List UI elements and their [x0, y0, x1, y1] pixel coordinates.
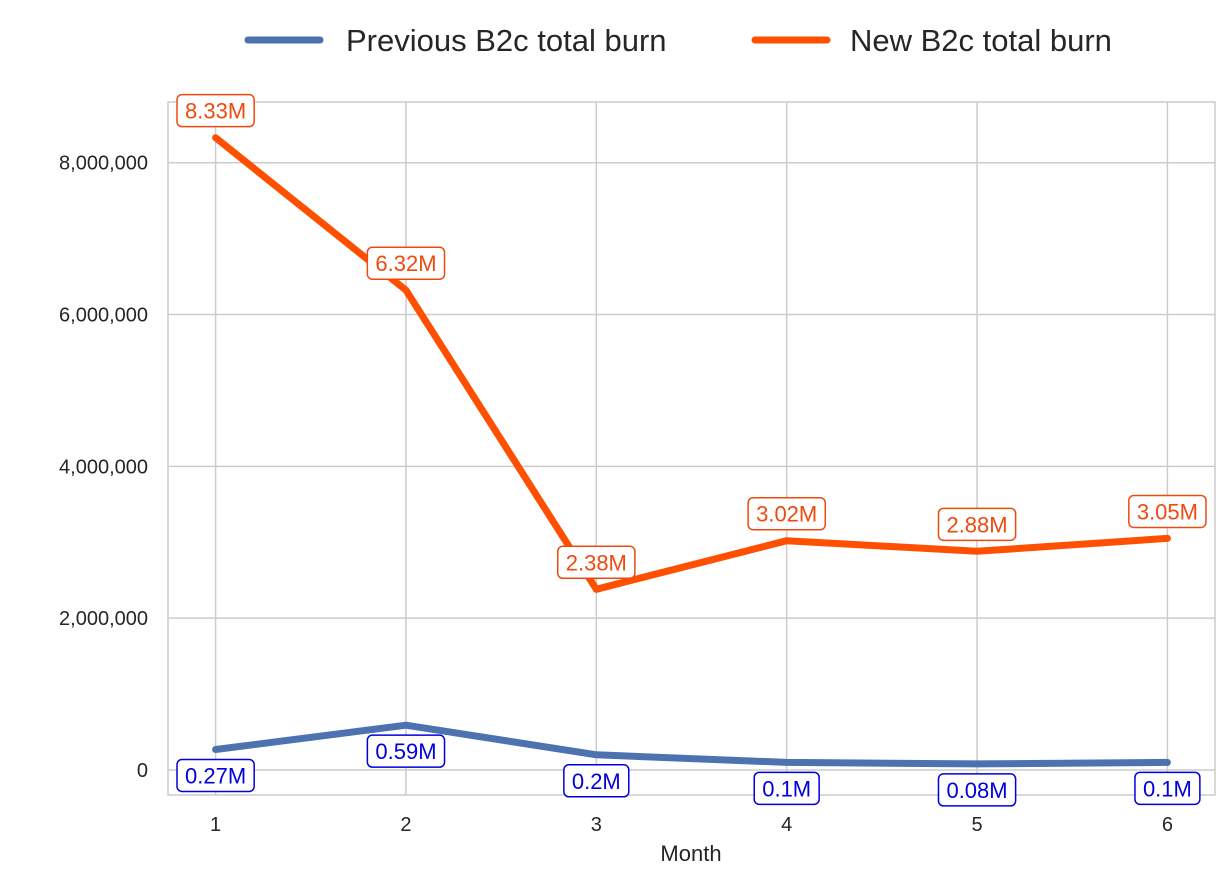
data-label-text: 3.05M: [1137, 499, 1198, 524]
data-label: 8.33M: [176, 93, 255, 128]
data-label-text: 3.02M: [756, 502, 817, 527]
data-label-box: [753, 771, 820, 806]
data-label: 2.88M: [937, 507, 1017, 542]
data-label-box: [747, 496, 827, 531]
y-tick-label: 6,000,000: [59, 305, 148, 327]
data-label-box: [937, 773, 1017, 807]
data-label-box: [366, 246, 446, 280]
x-tick-label: 3: [591, 814, 602, 836]
data-label-text: 0.1M: [762, 776, 811, 801]
data-label: 0.1M: [753, 771, 820, 806]
data-label-box: [176, 758, 255, 793]
x-tick-label: 6: [1162, 814, 1173, 836]
data-label-box: [366, 734, 446, 768]
data-label-box: [563, 764, 630, 798]
x-axis-label: Month: [660, 841, 721, 866]
y-tick-label: 0: [137, 760, 148, 782]
legend-item-2: New B2c total burn: [751, 23, 1112, 58]
data-label-text: 0.59M: [375, 739, 436, 764]
data-label-text: 0.2M: [572, 769, 621, 794]
data-label-box: [556, 545, 636, 580]
y-tick-label: 8,000,000: [59, 153, 148, 175]
data-label: 0.59M: [366, 734, 446, 768]
legend-item-1: Previous B2c total burn: [244, 23, 667, 58]
data-label: 3.02M: [747, 496, 827, 531]
legend-label: Previous B2c total burn: [346, 23, 667, 58]
data-label-text: 2.38M: [566, 550, 627, 575]
data-label-text: 0.1M: [1143, 776, 1192, 801]
data-labels: 0.27M 0.59M 0.2M 0.1M 0.08M 0.1M 8.33M 6.32M 2.3…: [176, 93, 1207, 807]
data-label-text: 0.08M: [946, 778, 1007, 803]
x-axis: 1 2 3 4 5 6: [210, 814, 1173, 836]
data-label: 0.2M: [563, 764, 630, 798]
data-label-box: [1134, 771, 1201, 806]
series-line-1: [212, 721, 1171, 768]
y-tick-label: 2,000,000: [59, 608, 148, 630]
data-label: 0.08M: [937, 773, 1017, 807]
data-label-box: [1128, 494, 1207, 529]
data-label-box: [176, 93, 255, 128]
x-tick-label: 2: [400, 814, 411, 836]
data-label: 0.1M: [1134, 771, 1201, 806]
y-tick-label: 4,000,000: [59, 456, 148, 478]
y-axis: 0 2,000,000 4,000,000 6,000,000 8,000,000: [59, 153, 148, 782]
x-tick-label: 5: [971, 814, 982, 836]
data-label-box: [937, 507, 1017, 542]
x-tick-label: 1: [210, 814, 221, 836]
data-label-text: 0.27M: [185, 763, 246, 788]
data-label: 2.38M: [556, 545, 636, 580]
data-label-text: 8.33M: [185, 99, 246, 124]
data-label-text: 6.32M: [375, 251, 436, 276]
grid: [168, 102, 1215, 795]
data-label: 3.05M: [1128, 494, 1207, 529]
data-label: 0.27M: [176, 758, 255, 793]
x-tick-label: 4: [781, 814, 792, 836]
legend-label: New B2c total burn: [850, 23, 1112, 58]
data-label-text: 2.88M: [946, 512, 1007, 537]
legend: Previous B2c total burn New B2c total bur…: [244, 23, 1112, 58]
data-label: 6.32M: [366, 246, 446, 280]
plot-area: [167, 101, 1216, 796]
